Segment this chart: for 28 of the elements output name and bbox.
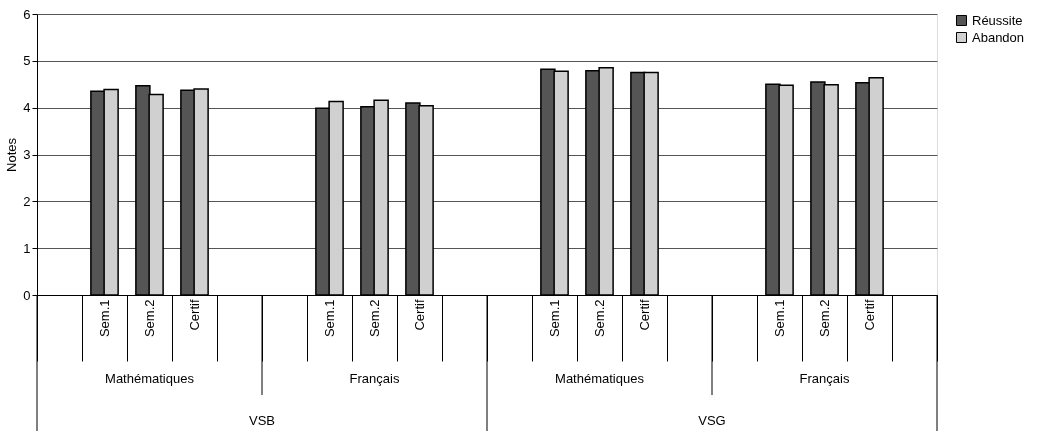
y-tick-label: 3 xyxy=(23,147,31,162)
legend-label: Réussite xyxy=(972,12,1023,28)
legend-label: Abandon xyxy=(972,29,1025,45)
x-tick-label: Sem.2 xyxy=(142,299,157,338)
x-tick-label: Sem.2 xyxy=(817,299,832,338)
x-tick-label: Sem.1 xyxy=(97,299,112,338)
x-tick-label: Certif xyxy=(412,299,427,331)
y-tick-label: 0 xyxy=(23,287,31,303)
x-tick-label: Sem.1 xyxy=(322,299,337,338)
text: Français xyxy=(799,371,850,386)
x-tick-label: Certif xyxy=(637,299,652,331)
text: Mathématiques xyxy=(105,371,195,386)
y-tick-label: 4 xyxy=(23,100,31,116)
text: Français xyxy=(349,371,400,386)
x-tick-label: Sem.1 xyxy=(547,299,562,338)
text: VSB xyxy=(248,413,276,428)
x-tick-label: Certif xyxy=(187,299,202,331)
x-tick-label: Sem.2 xyxy=(367,299,382,338)
y-tick-label: 5 xyxy=(23,53,31,69)
x-tick-label: Sem.1 xyxy=(772,299,787,338)
text: VSG xyxy=(698,413,726,428)
y-axis-title: Notes xyxy=(4,137,20,172)
y-tick-label: 1 xyxy=(23,240,31,256)
y-tick-label: 6 xyxy=(23,6,31,22)
text: Mathématiques xyxy=(555,371,645,386)
x-tick-label: Sem.2 xyxy=(592,299,607,338)
y-tick-label: 2 xyxy=(23,193,31,209)
x-tick-label: Certif xyxy=(862,299,877,331)
